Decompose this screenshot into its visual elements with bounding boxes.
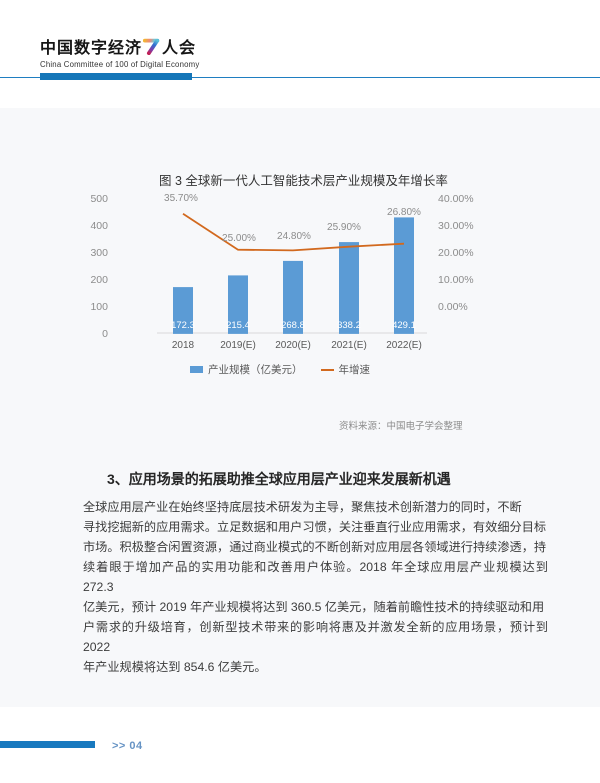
svg-text:0: 0 (102, 328, 108, 340)
svg-text:500: 500 (90, 193, 108, 205)
svg-text:10.00%: 10.00% (438, 274, 474, 286)
svg-text:338.2: 338.2 (337, 320, 361, 331)
svg-text:35.70%: 35.70% (164, 193, 198, 204)
svg-text:30.00%: 30.00% (438, 220, 474, 232)
svg-text:2018: 2018 (172, 340, 195, 351)
svg-text:26.80%: 26.80% (387, 207, 421, 218)
svg-text:268.8: 268.8 (281, 320, 305, 331)
svg-text:400: 400 (90, 220, 108, 232)
svg-text:40.00%: 40.00% (438, 193, 474, 205)
svg-text:24.80%: 24.80% (277, 231, 311, 242)
svg-text:2020(E): 2020(E) (275, 340, 311, 351)
svg-text:100: 100 (90, 301, 108, 313)
svg-text:215.4: 215.4 (226, 320, 250, 331)
svg-text:25.00%: 25.00% (222, 233, 256, 244)
svg-text:2019(E): 2019(E) (220, 340, 256, 351)
svg-text:25.90%: 25.90% (327, 222, 361, 233)
svg-text:429.1: 429.1 (392, 320, 416, 331)
svg-text:2022(E): 2022(E) (386, 340, 422, 351)
svg-text:2021(E): 2021(E) (331, 340, 367, 351)
svg-text:300: 300 (90, 247, 108, 259)
svg-text:200: 200 (90, 274, 108, 286)
svg-text:0.00%: 0.00% (438, 301, 468, 313)
svg-text:172.3: 172.3 (171, 320, 195, 331)
svg-text:20.00%: 20.00% (438, 247, 474, 259)
